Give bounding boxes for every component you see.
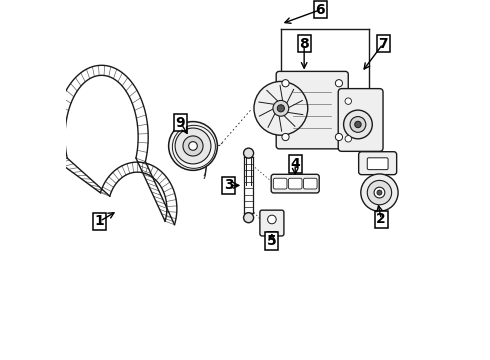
Circle shape xyxy=(377,190,382,195)
Text: 6: 6 xyxy=(316,3,325,17)
Circle shape xyxy=(244,213,254,223)
Circle shape xyxy=(282,134,289,141)
Text: 9: 9 xyxy=(175,116,185,130)
Circle shape xyxy=(183,136,203,156)
Text: 2: 2 xyxy=(376,212,386,226)
Circle shape xyxy=(175,128,211,164)
Circle shape xyxy=(335,134,343,141)
Text: 1: 1 xyxy=(95,214,105,228)
Circle shape xyxy=(189,142,197,150)
Circle shape xyxy=(355,121,361,128)
FancyBboxPatch shape xyxy=(273,178,287,189)
Circle shape xyxy=(345,136,351,142)
Circle shape xyxy=(343,110,372,139)
FancyBboxPatch shape xyxy=(260,210,284,236)
FancyBboxPatch shape xyxy=(276,71,348,149)
Text: 4: 4 xyxy=(290,157,300,171)
FancyBboxPatch shape xyxy=(368,158,388,170)
Circle shape xyxy=(172,125,216,168)
Circle shape xyxy=(345,98,351,104)
Text: 3: 3 xyxy=(224,179,234,192)
Circle shape xyxy=(368,180,392,205)
Circle shape xyxy=(268,215,276,224)
Circle shape xyxy=(350,117,366,132)
Text: 8: 8 xyxy=(299,37,309,51)
FancyBboxPatch shape xyxy=(271,174,319,193)
Circle shape xyxy=(282,80,289,87)
Circle shape xyxy=(361,174,398,211)
Circle shape xyxy=(244,148,254,158)
FancyBboxPatch shape xyxy=(303,178,317,189)
Text: 5: 5 xyxy=(267,234,277,248)
FancyBboxPatch shape xyxy=(359,152,397,175)
FancyBboxPatch shape xyxy=(338,89,383,151)
Circle shape xyxy=(277,105,284,112)
FancyBboxPatch shape xyxy=(289,178,302,189)
Circle shape xyxy=(335,80,343,87)
FancyBboxPatch shape xyxy=(267,232,277,240)
Circle shape xyxy=(169,122,218,170)
Circle shape xyxy=(254,81,308,135)
Text: 7: 7 xyxy=(378,37,388,51)
Circle shape xyxy=(273,100,289,116)
Circle shape xyxy=(374,187,385,198)
